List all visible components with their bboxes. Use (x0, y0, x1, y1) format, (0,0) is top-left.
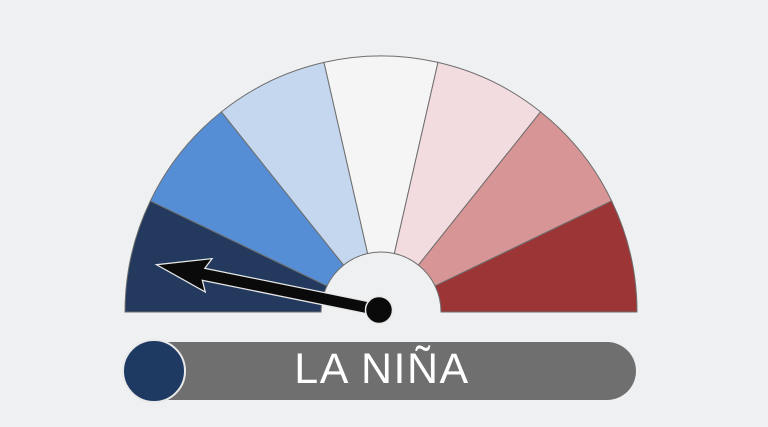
status-indicator-circle (122, 339, 186, 403)
gauge-segments (124, 55, 638, 313)
status-label: LA NIÑA (294, 345, 470, 393)
gauge-segment (434, 200, 638, 313)
needle-arrow-icon (154, 257, 382, 317)
status-pill: LA NIÑA (128, 342, 636, 400)
gauge-needle (154, 257, 394, 325)
needle-hub-icon (364, 295, 394, 325)
